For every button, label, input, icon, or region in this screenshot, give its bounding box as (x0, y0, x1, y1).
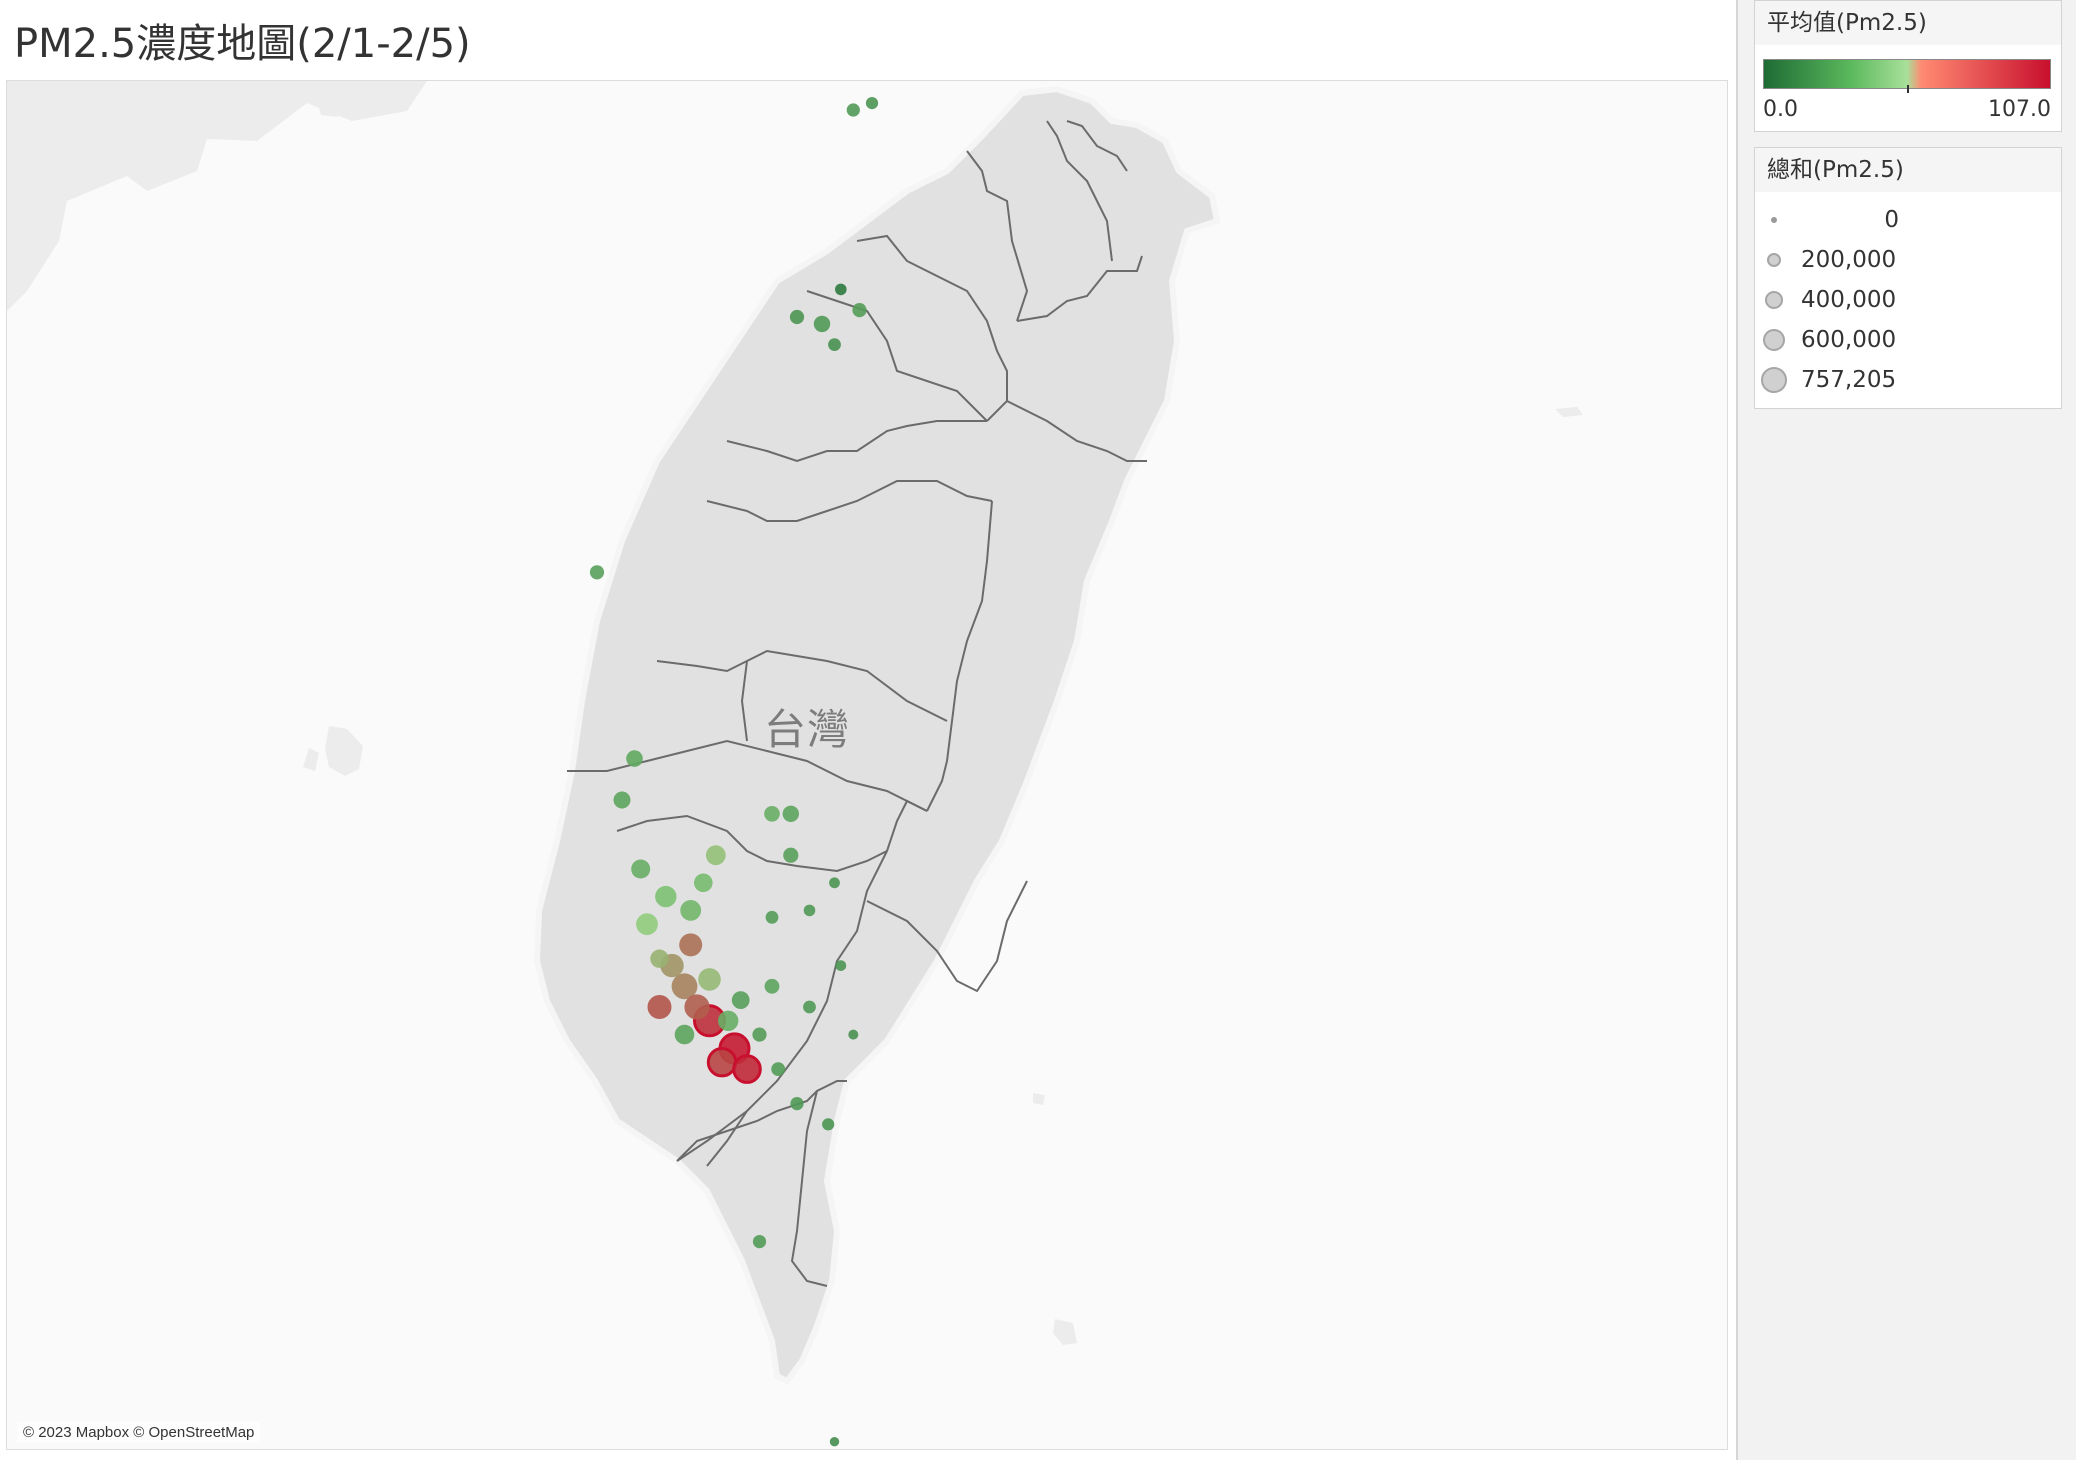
size-legend-item: 400,000 (1755, 280, 2055, 320)
pm25-site-marker[interactable] (835, 960, 847, 971)
green-island (1033, 1093, 1045, 1105)
pm25-site-marker[interactable] (790, 1097, 804, 1111)
pm25-site-marker[interactable] (694, 873, 713, 893)
pm25-site-marker[interactable] (698, 968, 721, 991)
size-legend-item: 0 (1755, 200, 2055, 240)
pm25-site-marker[interactable] (789, 309, 805, 325)
pm25-site-marker[interactable] (835, 283, 847, 296)
pm25-site-marker[interactable] (865, 97, 879, 110)
pm25-site-marker[interactable] (752, 1235, 767, 1249)
pm25-site-marker[interactable] (765, 910, 779, 924)
color-ramp-midpoint-tick (1907, 85, 1909, 93)
pm25-site-marker[interactable] (613, 791, 631, 809)
pm25-site-marker[interactable] (655, 885, 677, 908)
pm25-site-marker[interactable] (732, 1054, 762, 1084)
size-legend[interactable]: 總和(Pm2.5) 0 200,000 400,000 600,000 757,… (1754, 147, 2062, 409)
color-legend[interactable]: 平均值(Pm2.5) 0.0 107.0 (1754, 0, 2062, 132)
pm25-site-marker[interactable] (718, 1010, 739, 1031)
pm25-site-marker[interactable] (626, 750, 643, 767)
color-legend-title: 平均值(Pm2.5) (1755, 1, 2061, 45)
page-title: PM2.5濃度地圖(2/1-2/5) (14, 21, 471, 67)
color-ramp-min-label: 0.0 (1763, 97, 1798, 122)
penghu-island (303, 748, 319, 771)
pm25-site-marker[interactable] (803, 1000, 816, 1014)
pm25-site-marker[interactable] (828, 338, 841, 351)
size-legend-label: 400,000 (1801, 287, 1897, 313)
size-legend-item: 200,000 (1755, 240, 2055, 280)
size-legend-label: 757,205 (1801, 367, 1897, 393)
pm25-markers[interactable] (589, 81, 1677, 1449)
pm25-site-marker[interactable] (674, 1024, 695, 1045)
legend-panel: 平均值(Pm2.5) 0.0 107.0 總和(Pm2.5) 0 200,000… (1736, 0, 2076, 1460)
size-legend-label: 600,000 (1801, 327, 1897, 353)
pm25-site-marker[interactable] (846, 103, 860, 117)
size-legend-label: 200,000 (1801, 247, 1897, 273)
guishan-island (1555, 407, 1583, 417)
size-legend-item: 600,000 (1755, 320, 2055, 360)
pm25-site-marker[interactable] (782, 805, 799, 822)
map-view[interactable]: 台灣 © 2023 Mapbox © OpenStreetMap (6, 80, 1728, 1450)
size-circle-icon (1765, 291, 1783, 309)
matsu-island (317, 97, 343, 117)
taiwan-landmass (533, 85, 1221, 1385)
pm25-site-marker[interactable] (636, 913, 658, 936)
pm25-site-marker[interactable] (631, 859, 651, 879)
pm25-site-marker[interactable] (783, 847, 799, 863)
pm25-site-marker[interactable] (813, 315, 831, 333)
size-legend-label: 0 (1884, 207, 1899, 233)
pm25-site-marker[interactable] (647, 995, 672, 1019)
pm25-site-marker[interactable] (731, 991, 750, 1009)
size-circle-icon (1763, 329, 1785, 351)
pm25-site-marker[interactable] (852, 303, 867, 318)
size-circle-icon (1761, 367, 1787, 393)
pm25-site-marker[interactable] (764, 978, 780, 994)
pm25-site-marker[interactable] (829, 877, 840, 889)
pm25-site-marker[interactable] (705, 845, 726, 866)
kinmen-island (325, 726, 363, 776)
size-legend-item: 757,205 (1755, 360, 2055, 400)
pm25-site-marker[interactable] (752, 1027, 767, 1042)
county-borders (567, 120, 1147, 1287)
pm25-site-marker[interactable] (680, 900, 702, 921)
orchid-island (1053, 1319, 1077, 1345)
map-canvas[interactable] (7, 81, 1727, 1449)
pm25-site-marker[interactable] (589, 565, 605, 580)
pm25-site-marker[interactable] (822, 1118, 835, 1131)
pm25-site-marker[interactable] (671, 973, 698, 1000)
taiwan-place-label: 台灣 (764, 705, 851, 754)
pm25-site-marker[interactable] (679, 933, 703, 957)
pm25-site-marker[interactable] (771, 1062, 786, 1076)
size-legend-title: 總和(Pm2.5) (1755, 148, 2061, 192)
pm25-site-marker[interactable] (706, 1047, 738, 1078)
china-coast-landmass (7, 81, 427, 311)
pm25-site-marker[interactable] (650, 949, 669, 968)
pm25-site-marker[interactable] (764, 806, 780, 822)
map-attribution[interactable]: © 2023 Mapbox © OpenStreetMap (17, 1422, 261, 1443)
pm25-site-marker[interactable] (829, 1437, 840, 1447)
size-circle-icon (1771, 217, 1777, 223)
pm25-site-marker[interactable] (684, 994, 710, 1020)
size-circle-icon (1767, 253, 1781, 267)
pm25-site-marker[interactable] (848, 1029, 859, 1040)
color-ramp-max-label: 107.0 (1988, 97, 2051, 122)
pm25-site-marker[interactable] (803, 904, 816, 917)
